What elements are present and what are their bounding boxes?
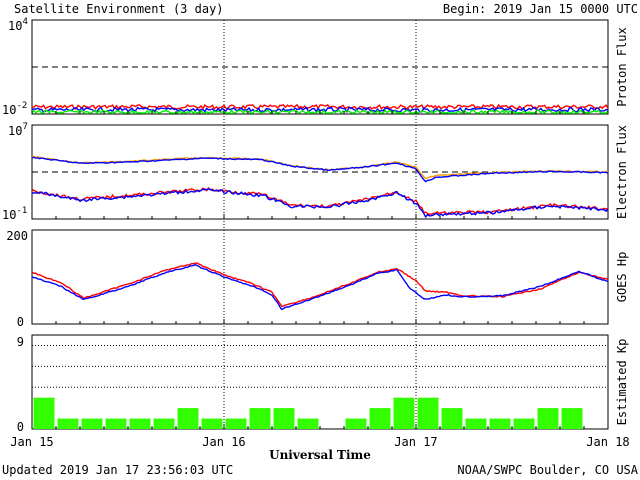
xtick-jan18: Jan 18	[586, 435, 629, 449]
credit-label: NOAA/SWPC Boulder, CO USA	[457, 463, 638, 477]
xtick-jan17: Jan 17	[394, 435, 437, 449]
kp-bar-10	[273, 408, 295, 429]
chart-title: Satellite Environment (3 day)	[14, 2, 224, 16]
goes-hp-panel	[31, 229, 609, 325]
electron-ytick-bottom: 10-1	[2, 206, 27, 222]
xtick-jan15: Jan 15	[10, 435, 53, 449]
xtick-jan16: Jan 16	[202, 435, 245, 449]
series-line-0-0	[31, 103, 609, 111]
hp-ytick-bottom: 0	[17, 315, 24, 329]
proton-ylabel: Proton Flux	[615, 27, 629, 106]
kp-bar-22	[561, 408, 583, 429]
proton-flux-panel	[31, 19, 609, 115]
kp-bar-9	[249, 408, 271, 429]
kp-ylabel: Estimated Kp	[615, 339, 629, 426]
kp-bar-6	[177, 408, 199, 429]
kp-bar-5	[153, 418, 175, 429]
kp-bar-4	[129, 418, 151, 429]
kp-bar-7	[201, 418, 223, 429]
series-line-2-1	[31, 263, 609, 311]
electron-ylabel: Electron Flux	[615, 125, 629, 219]
kp-bar-14	[369, 408, 391, 429]
kp-bar-3	[105, 418, 127, 429]
kp-bar-19	[489, 418, 511, 429]
updated-timestamp: Updated 2019 Jan 17 23:56:03 UTC	[2, 463, 233, 477]
electron-ytick-top: 107	[8, 122, 28, 138]
proton-ytick-top: 104	[8, 17, 28, 33]
kp-bar-8	[225, 418, 247, 429]
kp-bar-1	[57, 418, 79, 429]
kp-bar-15	[393, 397, 415, 429]
kp-bar-0	[33, 397, 55, 429]
series-line-1-2	[31, 187, 609, 216]
series-line-1-0	[31, 155, 609, 180]
proton-ytick-bottom: 10-2	[2, 101, 27, 117]
x-axis-label: Universal Time	[269, 448, 371, 462]
kp-ytick-bottom: 0	[17, 420, 24, 434]
kp-bar-2	[81, 418, 103, 429]
kp-bar-13	[345, 418, 367, 429]
kp-bar-11	[297, 418, 319, 429]
hp-ylabel: GOES Hp	[615, 252, 629, 303]
begin-label: Begin: 2019 Jan 15 0000 UTC	[443, 2, 638, 16]
kp-bar-20	[513, 418, 535, 429]
kp-panel	[31, 334, 609, 430]
series-line-2-0	[31, 262, 609, 307]
kp-bar-18	[465, 418, 487, 429]
chart-marks	[31, 20, 609, 429]
kp-bar-17	[441, 408, 463, 429]
kp-bar-21	[537, 408, 559, 429]
hp-ytick-top: 200	[6, 229, 28, 243]
series-line-1-3	[31, 188, 609, 219]
kp-ytick-top: 9	[17, 335, 24, 349]
kp-bar-16	[417, 397, 439, 429]
series-line-1-1	[31, 156, 609, 183]
